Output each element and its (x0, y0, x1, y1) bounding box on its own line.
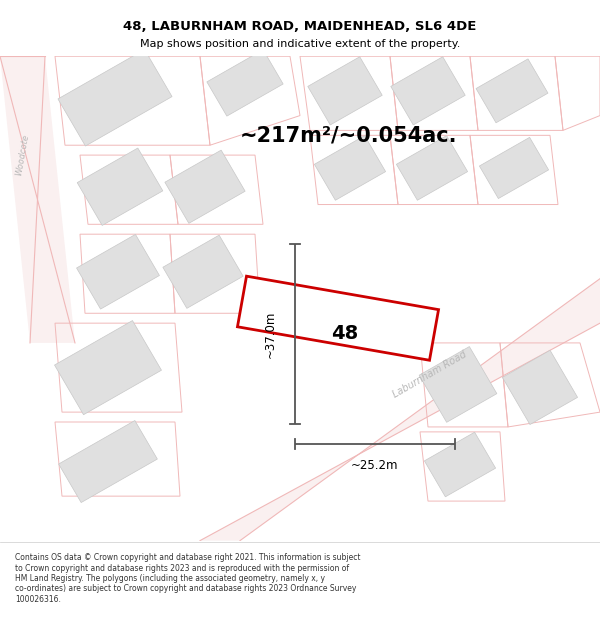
Polygon shape (55, 321, 161, 415)
Polygon shape (77, 148, 163, 226)
Text: Woodcote: Woodcote (14, 134, 30, 177)
Polygon shape (502, 350, 578, 424)
Polygon shape (308, 57, 382, 125)
Polygon shape (163, 235, 243, 308)
Text: 48: 48 (331, 324, 359, 342)
Polygon shape (58, 49, 172, 146)
Text: Map shows position and indicative extent of the property.: Map shows position and indicative extent… (140, 39, 460, 49)
Polygon shape (77, 234, 160, 309)
Polygon shape (476, 59, 548, 122)
Text: 48, LABURNHAM ROAD, MAIDENHEAD, SL6 4DE: 48, LABURNHAM ROAD, MAIDENHEAD, SL6 4DE (124, 20, 476, 32)
Text: Contains OS data © Crown copyright and database right 2021. This information is : Contains OS data © Crown copyright and d… (15, 553, 361, 604)
Polygon shape (419, 347, 497, 423)
Polygon shape (479, 138, 548, 199)
Polygon shape (238, 276, 439, 360)
Text: ~37.0m: ~37.0m (263, 311, 277, 358)
Text: ~217m²/~0.054ac.: ~217m²/~0.054ac. (240, 126, 458, 146)
Polygon shape (165, 150, 245, 223)
Text: ~25.2m: ~25.2m (351, 459, 399, 472)
Polygon shape (314, 136, 386, 200)
Polygon shape (397, 136, 467, 200)
Polygon shape (200, 279, 600, 541)
Polygon shape (424, 432, 496, 497)
Polygon shape (207, 50, 283, 116)
Polygon shape (0, 56, 75, 343)
Text: Laburnham Road: Laburnham Road (391, 349, 469, 400)
Polygon shape (391, 57, 465, 125)
Polygon shape (59, 421, 157, 502)
